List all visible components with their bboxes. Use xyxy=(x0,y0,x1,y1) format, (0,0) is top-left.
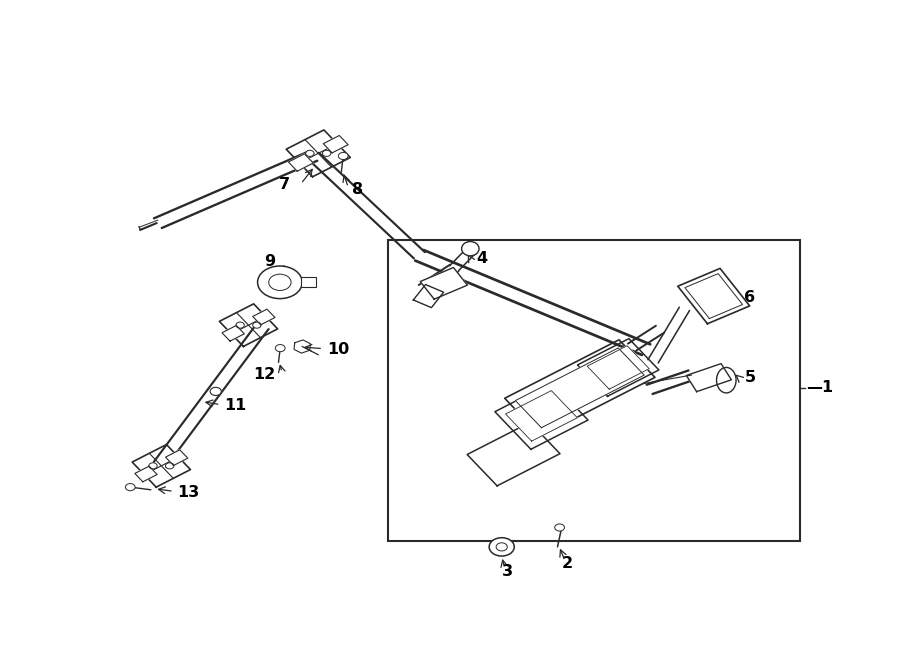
Polygon shape xyxy=(685,273,742,318)
Text: 12: 12 xyxy=(253,367,275,381)
Circle shape xyxy=(125,483,135,491)
Text: 6: 6 xyxy=(744,290,756,305)
Text: 7: 7 xyxy=(279,177,291,193)
Text: 2: 2 xyxy=(562,556,572,571)
Text: 9: 9 xyxy=(265,254,275,269)
Circle shape xyxy=(269,274,291,291)
Circle shape xyxy=(322,150,331,156)
Polygon shape xyxy=(413,285,444,308)
Circle shape xyxy=(253,322,261,328)
Circle shape xyxy=(257,266,302,299)
Text: 4: 4 xyxy=(477,252,488,266)
Polygon shape xyxy=(253,309,275,325)
Text: 8: 8 xyxy=(352,181,363,197)
Polygon shape xyxy=(687,363,732,392)
Polygon shape xyxy=(288,154,313,171)
Polygon shape xyxy=(505,340,655,436)
Circle shape xyxy=(490,538,514,556)
Bar xyxy=(388,240,799,541)
Text: —1: —1 xyxy=(806,381,833,395)
Circle shape xyxy=(275,344,285,352)
Circle shape xyxy=(210,387,221,395)
Polygon shape xyxy=(506,391,577,441)
Circle shape xyxy=(496,543,508,551)
Circle shape xyxy=(166,463,174,469)
Polygon shape xyxy=(135,466,158,482)
Ellipse shape xyxy=(462,242,479,256)
Polygon shape xyxy=(467,422,560,486)
FancyBboxPatch shape xyxy=(301,277,316,287)
Polygon shape xyxy=(420,267,467,299)
Circle shape xyxy=(306,150,314,156)
Circle shape xyxy=(236,322,244,328)
Text: 5: 5 xyxy=(744,370,756,385)
Text: 11: 11 xyxy=(224,398,247,413)
Circle shape xyxy=(554,524,564,531)
Polygon shape xyxy=(222,326,244,341)
Polygon shape xyxy=(578,339,659,397)
Polygon shape xyxy=(678,268,750,324)
Polygon shape xyxy=(516,348,644,428)
Polygon shape xyxy=(323,136,348,153)
Text: 10: 10 xyxy=(328,342,349,357)
Polygon shape xyxy=(495,383,588,449)
Polygon shape xyxy=(166,450,188,465)
Polygon shape xyxy=(587,346,649,389)
Ellipse shape xyxy=(716,367,736,393)
Circle shape xyxy=(338,152,348,160)
Circle shape xyxy=(148,463,157,469)
Text: 13: 13 xyxy=(177,485,200,500)
Text: 3: 3 xyxy=(501,564,513,579)
